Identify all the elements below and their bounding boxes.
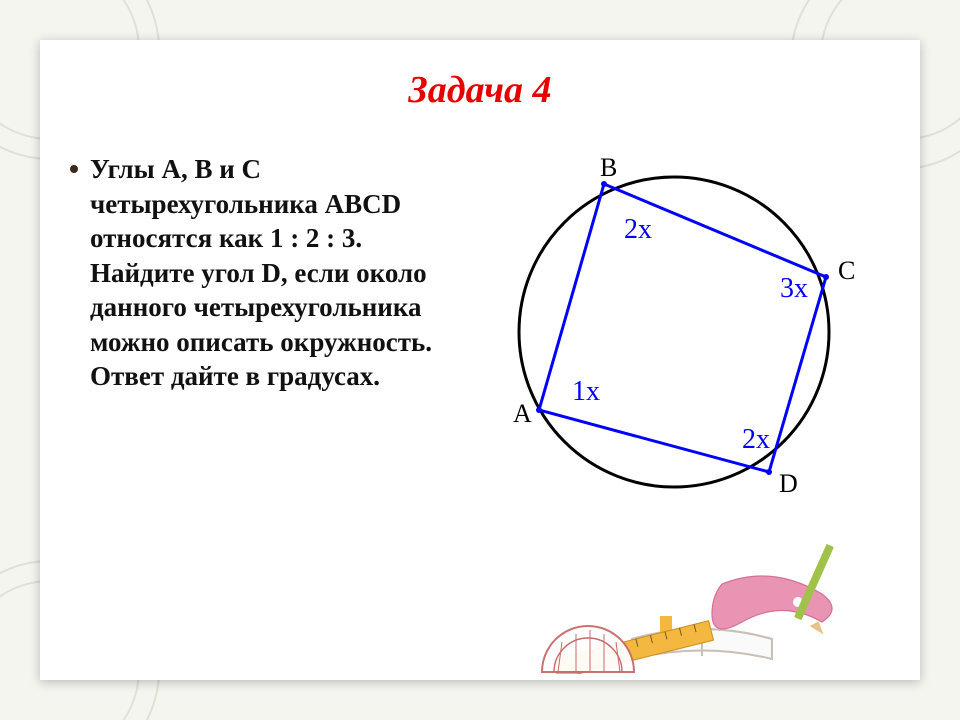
bullet-icon: [70, 165, 78, 173]
svg-text:2x: 2x: [624, 214, 652, 245]
geometry-figure: A B C D 1x 2x 3x 2x: [494, 152, 854, 512]
figure-column: A B C D 1x 2x 3x 2x: [469, 152, 880, 512]
slide-content: Углы A, B и C четырехугольника ABCD отно…: [40, 112, 920, 522]
problem-text-block: Углы A, B и C четырехугольника ABCD отно…: [70, 152, 459, 512]
svg-text:D: D: [779, 469, 798, 498]
svg-text:A: A: [513, 399, 532, 428]
stationery-props: [512, 524, 892, 674]
svg-text:C: C: [838, 256, 854, 285]
slide-title: Задача 4: [40, 68, 920, 112]
problem-text: Углы A, B и C четырехугольника ABCD отно…: [90, 152, 459, 512]
svg-text:2x: 2x: [742, 424, 770, 455]
slide: Задача 4 Углы A, B и C четырехугольника …: [40, 40, 920, 680]
svg-text:B: B: [600, 153, 617, 182]
svg-text:1x: 1x: [572, 376, 600, 407]
svg-text:3x: 3x: [780, 273, 808, 304]
